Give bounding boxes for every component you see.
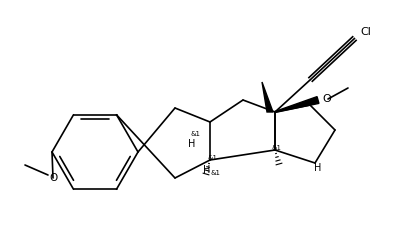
Text: &1: &1 [207,155,217,161]
Text: H: H [203,165,211,175]
Text: O: O [322,94,331,104]
Polygon shape [262,82,273,112]
Text: &1: &1 [210,170,220,176]
Polygon shape [275,97,319,112]
Text: &1: &1 [190,131,200,137]
Text: &1: &1 [272,145,282,151]
Text: H: H [314,163,322,173]
Text: H: H [188,139,196,149]
Text: Cl: Cl [360,27,371,37]
Text: O: O [49,173,57,183]
